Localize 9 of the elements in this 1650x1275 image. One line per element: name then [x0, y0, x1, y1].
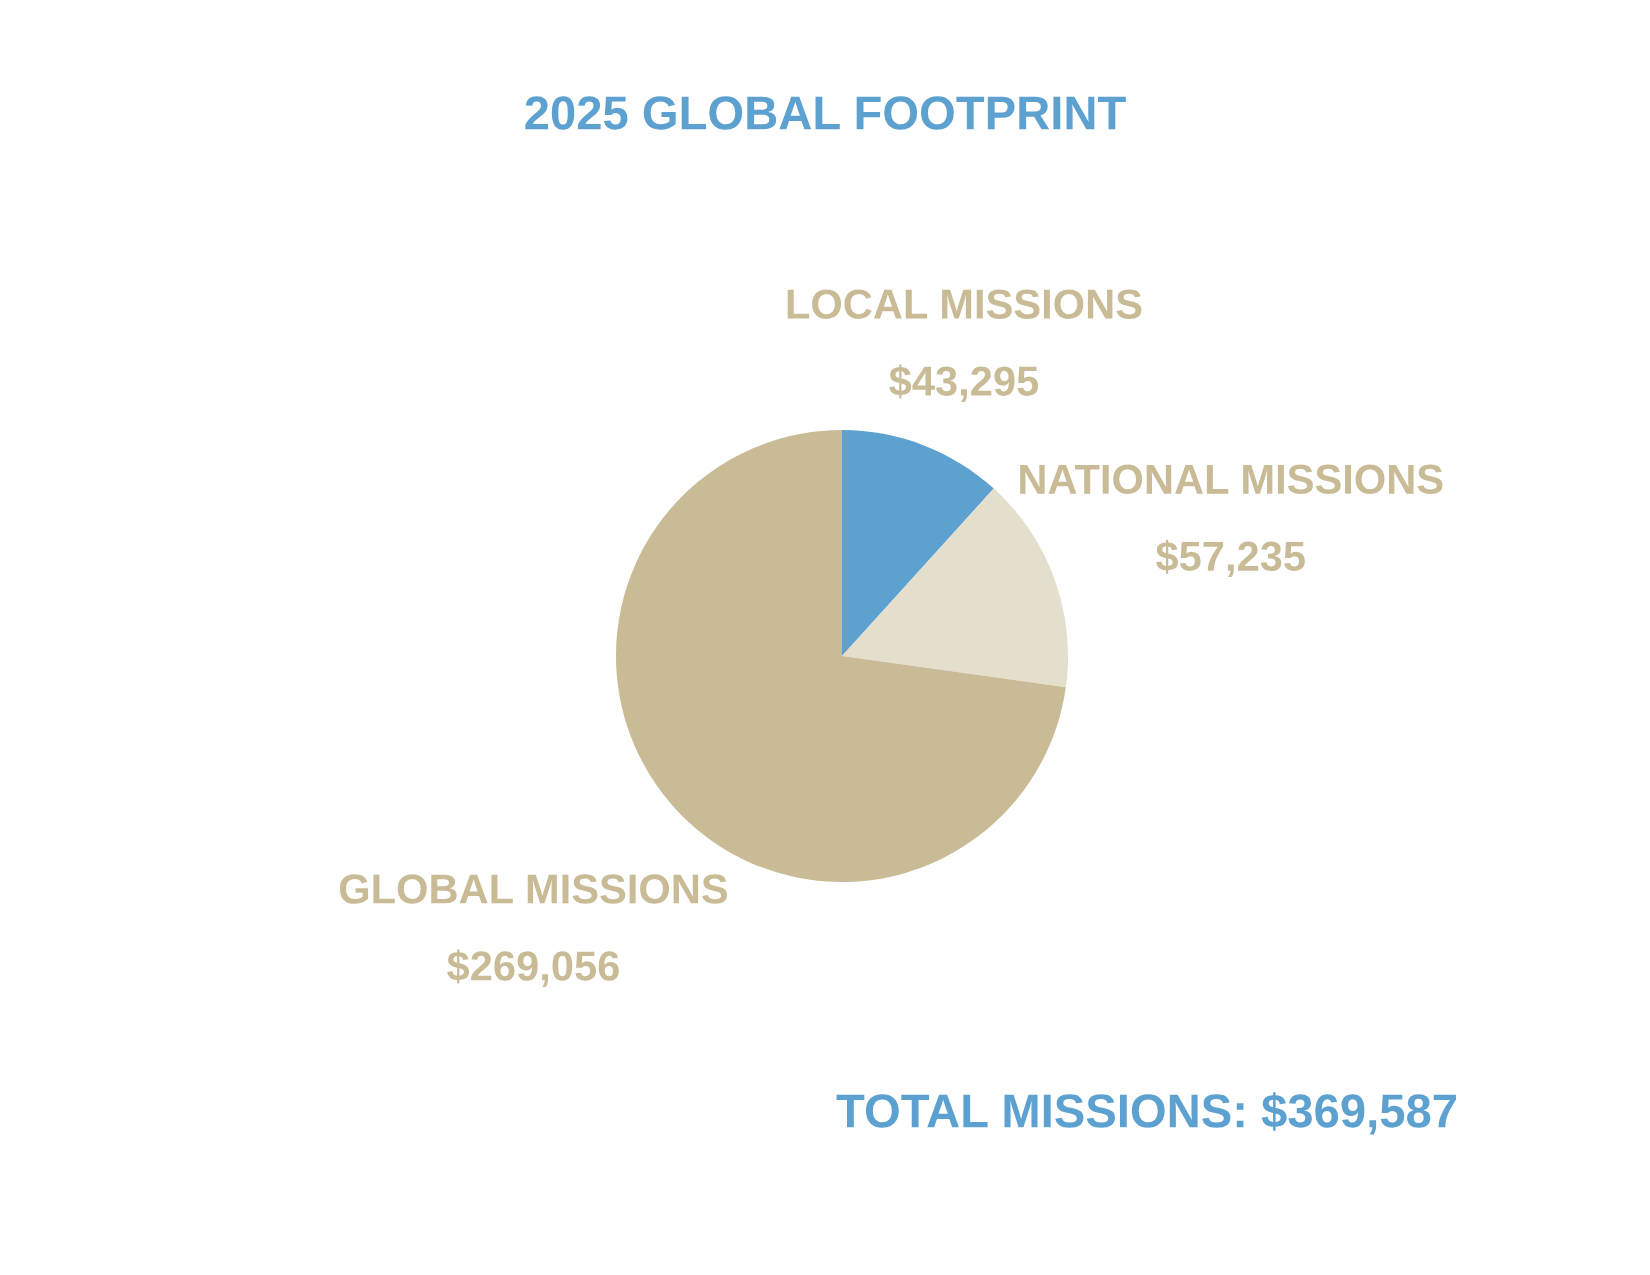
data-label: $57,235 [1156, 539, 1305, 578]
data-label: $269,056 [447, 949, 619, 987]
pie-slice [842, 430, 994, 656]
slice-label: GLOBAL MISSIONS [339, 874, 728, 904]
slice-label: NATIONAL MISSIONS [1020, 464, 1443, 495]
text: TOTAL MISSIONS: $369,587 [836, 1092, 1456, 1135]
chart-title: 2025 GLOBAL FOOTPRINT [525, 96, 1126, 130]
data-label: $43,295 [889, 364, 1039, 402]
slice-label: LOCAL MISSIONS [787, 289, 1142, 319]
